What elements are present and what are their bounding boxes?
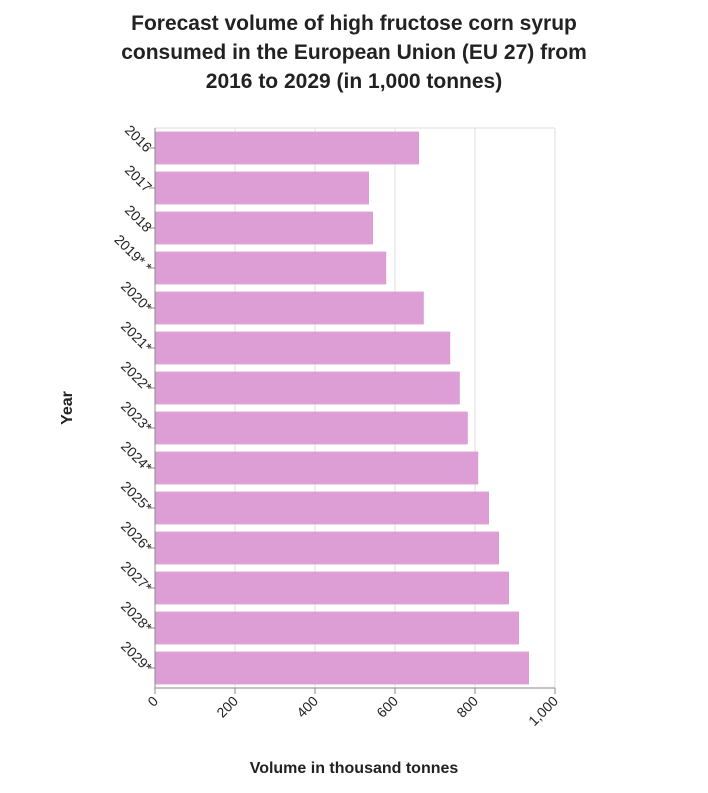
y-tick-label: 2023* [118,398,156,436]
bar [155,251,387,285]
bar [155,571,509,605]
x-tick-label: 800 [453,693,481,721]
bar [155,651,529,685]
y-tick-label: 2018 [122,202,155,235]
y-tick-label: 2024* [118,438,156,476]
chart-title-line-2: consumed in the European Union (EU 27) f… [121,41,587,64]
bar [155,371,460,405]
bar [155,331,451,365]
x-tick-label: 400 [293,693,321,721]
bar [155,211,373,245]
y-tick-label: 2019* * [111,231,155,275]
y-tick-label: 2025* [118,478,156,516]
y-tick-label: 2027* [118,558,156,596]
bar [155,171,369,205]
y-tick-label: 2021* [118,318,156,356]
bar [155,611,519,645]
bar [155,411,468,445]
y-axis-title: Year [59,391,76,425]
x-tick-label: 0 [144,693,161,710]
chart-title: Forecast volume of high fructose corn sy… [121,12,587,93]
x-axis-title: Volume in thousand tonnes [250,760,459,777]
y-tick-label: 2028* [118,598,156,636]
bar [155,291,424,325]
y-tick-label: 2017 [122,162,155,195]
y-tick-label: 2020* [118,278,156,316]
y-tick-label: 2029* [118,638,156,676]
bar [155,531,499,565]
x-tick-label: 1,000 [525,693,561,729]
y-tick-label: 2026* [118,518,156,556]
x-tick-label: 200 [213,693,241,721]
y-tick-label: 2016 [122,122,155,155]
chart-title-line-1: Forecast volume of high fructose corn sy… [131,12,577,35]
bar [155,131,419,165]
chart-title-line-3: 2016 to 2029 (in 1,000 tonnes) [206,70,502,93]
x-tick-label: 600 [373,693,401,721]
bar [155,451,479,485]
bar [155,491,489,525]
x-tick-labels: 0 200 400 600 800 1,000 [144,688,561,729]
axes [154,128,555,689]
y-tick-label: 2022* [118,358,156,396]
bars [155,131,529,685]
